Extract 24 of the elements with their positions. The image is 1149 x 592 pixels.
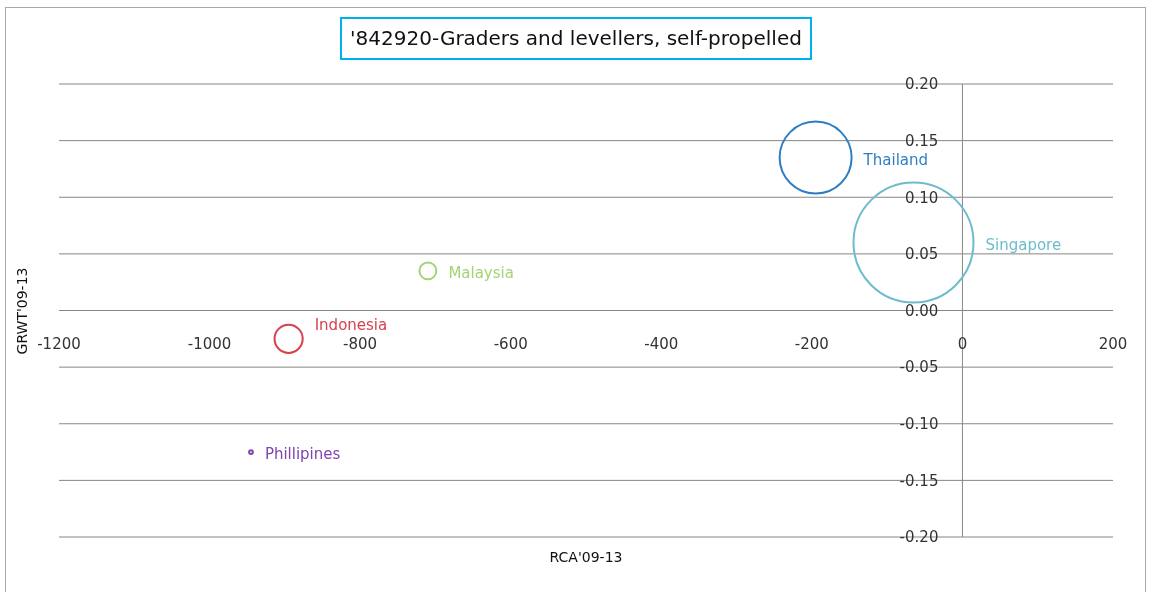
x-tick-label: -800 <box>343 334 378 353</box>
x-tick-label: -1000 <box>187 334 232 353</box>
x-axis-title: RCA'09-13 <box>548 548 624 566</box>
x-tick-label: -400 <box>644 334 679 353</box>
y-tick-label: 0.15 <box>905 131 939 150</box>
series-label: Malaysia <box>448 263 514 282</box>
series-label: Thailand <box>863 150 929 169</box>
y-tick-label: 0.05 <box>905 245 939 264</box>
x-tick-label: 200 <box>1098 334 1128 353</box>
y-tick-label: -0.10 <box>899 415 939 433</box>
y-tick-label: -0.05 <box>899 358 939 377</box>
chart-title: '842920-Graders and levellers, self-propelled <box>340 17 812 60</box>
y-tick-label: -0.20 <box>899 528 939 547</box>
y-tick-label: -0.15 <box>899 471 939 490</box>
y-axis-title: GRWT'09-13 <box>13 266 31 356</box>
y-tick-label: 0.10 <box>905 188 939 207</box>
x-tick-label: 0 <box>957 334 968 353</box>
y-tick-label: 0.20 <box>905 75 939 94</box>
x-tick-label: -200 <box>794 334 829 353</box>
text: Phillipines <box>264 445 341 464</box>
x-tick-label: -1200 <box>37 334 81 353</box>
x-tick-label: -600 <box>493 334 528 353</box>
series-label: Indonesia <box>314 315 388 334</box>
series-label: Singapore <box>985 235 1062 254</box>
